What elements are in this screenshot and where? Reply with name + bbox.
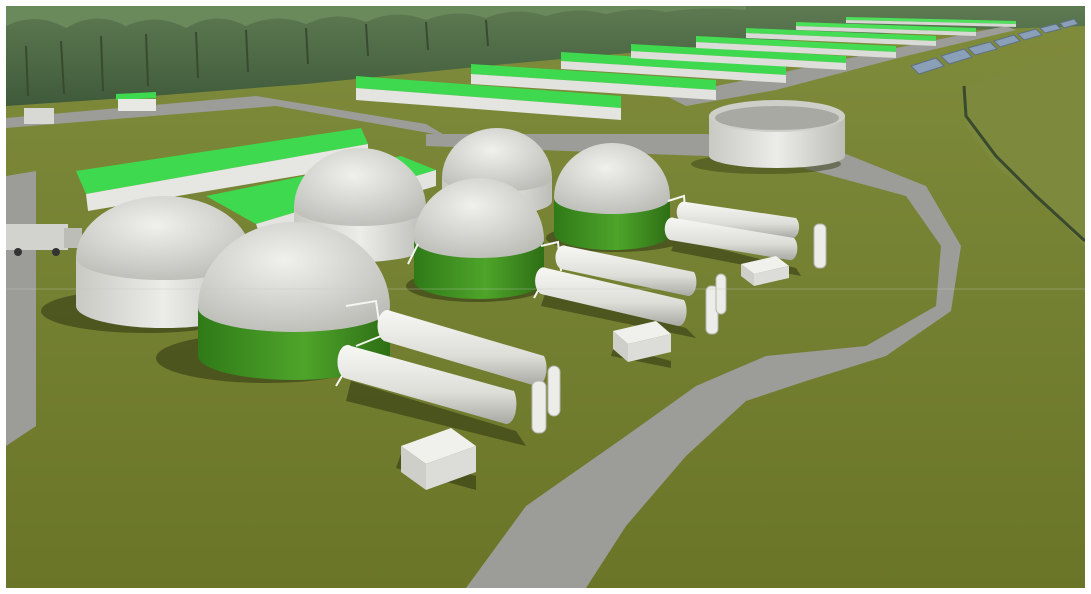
storage-tank	[664, 217, 798, 261]
barn	[561, 52, 786, 83]
barn	[631, 44, 846, 70]
storage-tank	[337, 344, 517, 425]
barn	[846, 17, 1016, 27]
solar-panels	[910, 18, 1079, 75]
right-field	[966, 46, 1085, 246]
open-round-tank	[691, 100, 845, 174]
storage-tanks	[337, 201, 800, 425]
small-shed	[24, 108, 54, 124]
far-barns	[24, 17, 1016, 124]
storage-tank	[676, 201, 800, 239]
containers	[401, 256, 789, 490]
container	[741, 256, 789, 286]
fence	[962, 85, 1085, 243]
truck	[6, 224, 82, 256]
storage-tank	[555, 245, 697, 297]
container	[401, 428, 476, 490]
digester	[554, 143, 670, 250]
digester	[414, 178, 544, 299]
barn	[746, 28, 936, 46]
barn	[471, 64, 716, 100]
storage-tank	[377, 309, 547, 387]
container	[613, 321, 671, 362]
biogas-plant-render	[6, 6, 1085, 588]
barn	[356, 76, 621, 120]
barn	[696, 36, 896, 58]
vertical-tanks	[531, 223, 827, 434]
small-building	[116, 92, 156, 111]
storage-tank	[535, 267, 687, 327]
barn	[796, 22, 976, 36]
